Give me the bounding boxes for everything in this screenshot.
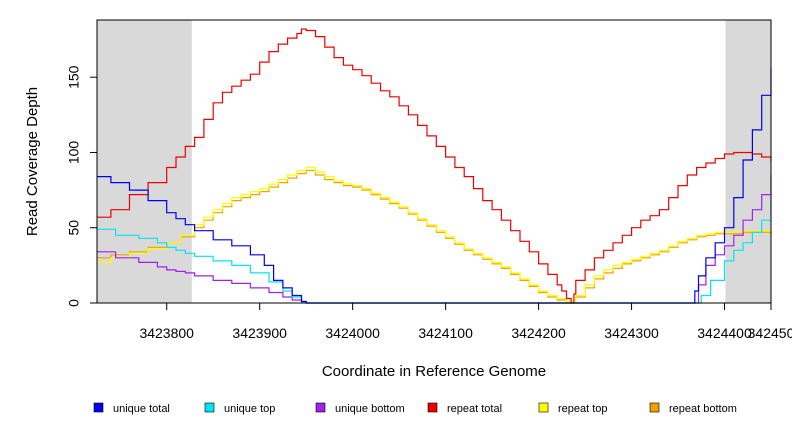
x-tick-label: 3424100 <box>418 325 473 341</box>
y-tick-label: 0 <box>66 299 82 307</box>
legend-label-unique-total: unique total <box>113 403 170 415</box>
x-tick-label: 3424200 <box>511 325 566 341</box>
legend-swatch-repeat-total <box>427 402 438 413</box>
legend: unique total unique top unique bottom repea… <box>93 402 737 415</box>
series-line-unique-top <box>97 194 772 304</box>
legend-swatch-unique-total <box>93 402 104 413</box>
series-line-unique-total <box>97 68 772 304</box>
legend-label-repeat-bottom: repeat bottom <box>669 403 737 415</box>
legend-swatch-unique-top <box>204 402 215 413</box>
y-tick-label: 100 <box>66 141 82 165</box>
plot-frame <box>96 19 772 304</box>
legend-label-unique-top: unique top <box>224 403 275 415</box>
x-axis: 3423800 3423900 3424000 3424100 3424200 34243… <box>139 303 792 341</box>
x-tick-label: 3424400 <box>697 325 752 341</box>
series-line-repeat-total <box>97 28 772 304</box>
shaded-region-2 <box>725 20 771 303</box>
y-tick-label: 150 <box>66 65 82 89</box>
legend-swatch-unique-bottom <box>315 402 326 413</box>
y-axis: 0 50 100 150 <box>66 65 97 307</box>
x-tick-label: 3423800 <box>139 325 194 341</box>
legend-label-unique-bottom: unique bottom <box>335 403 405 415</box>
x-tick-label: 3424000 <box>325 325 380 341</box>
shaded-regions <box>97 20 771 303</box>
x-tick-label: 342450 <box>748 325 792 341</box>
x-tick-label: 3423900 <box>232 325 287 341</box>
legend-label-repeat-top: repeat top <box>558 403 608 415</box>
y-tick-label: 50 <box>66 220 82 236</box>
x-axis-title: Coordinate in Reference Genome <box>322 363 546 380</box>
legend-swatch-repeat-top <box>538 402 549 413</box>
legend-swatch-repeat-bottom <box>649 402 660 413</box>
x-tick-label: 3424300 <box>604 325 659 341</box>
y-axis-title: Read Coverage Depth <box>24 87 41 236</box>
legend-label-repeat-total: repeat total <box>447 403 502 415</box>
series-lines <box>97 28 772 304</box>
series-line-repeat-top <box>97 166 772 304</box>
series-line-unique-bottom <box>97 175 772 304</box>
series-line-repeat-bottom <box>97 169 772 304</box>
